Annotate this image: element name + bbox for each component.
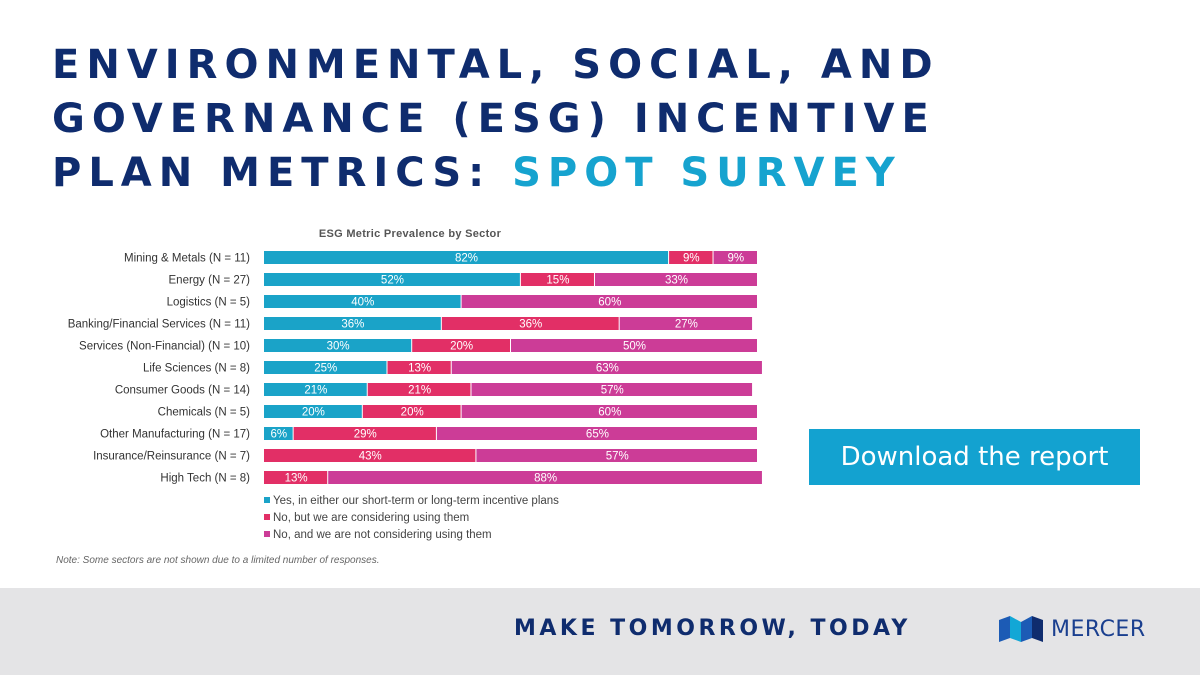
category-label: Chemicals (N = 5) <box>158 407 251 419</box>
headline-accent: SPOT SURVEY <box>512 150 902 196</box>
chart-note: Note: Some sectors are not shown due to … <box>56 555 380 566</box>
bar-segment-1 <box>264 273 520 286</box>
headline-line-3-main: PLAN METRICS: <box>52 150 513 196</box>
data-label: 13% <box>285 473 308 485</box>
footer-tagline: MAKE TOMORROW, TODAY <box>514 616 911 641</box>
bar-segment-2 <box>412 339 510 352</box>
category-label: Logistics (N = 5) <box>167 297 251 309</box>
category-label: Consumer Goods (N = 14) <box>115 385 250 397</box>
legend-swatch <box>264 497 270 503</box>
data-label: 25% <box>314 363 337 375</box>
legend-label: No, and we are not considering using the… <box>273 529 492 541</box>
bar-segment-1 <box>264 383 367 396</box>
bar-segment-3 <box>461 295 757 308</box>
bar-segment-2 <box>293 427 436 440</box>
data-label: 43% <box>359 451 382 463</box>
bar-segment-3 <box>328 471 762 484</box>
bar-segment-1 <box>264 361 387 374</box>
bar-segment-3 <box>713 251 757 264</box>
data-label: 65% <box>586 429 609 441</box>
bar-segment-2 <box>520 273 594 286</box>
data-label: 13% <box>408 363 431 375</box>
esg-prevalence-chart: ESG Metric Prevalence by Sector Mining & … <box>56 228 762 566</box>
bar-segment-2 <box>264 471 328 484</box>
bar-segment-1 <box>264 295 461 308</box>
brand-name: MERCER <box>1051 616 1146 642</box>
bar-segment-2 <box>387 361 451 374</box>
bar-segment-2 <box>264 449 476 462</box>
bar-segment-1 <box>264 317 441 330</box>
category-label: Services (Non-Financial) (N = 10) <box>79 341 250 353</box>
bar-segment-1 <box>264 339 412 352</box>
bar-segment-3 <box>476 449 757 462</box>
headline-line-3: PLAN METRICS: SPOT SURVEY <box>52 146 952 200</box>
data-label: 20% <box>302 407 325 419</box>
data-label: 20% <box>401 407 424 419</box>
data-label: 63% <box>596 363 619 375</box>
data-label: 57% <box>606 451 629 463</box>
download-report-button[interactable]: Download the report <box>809 429 1140 485</box>
bar-segment-1 <box>264 427 293 440</box>
data-label: 9% <box>727 253 744 265</box>
data-label: 60% <box>598 407 621 419</box>
data-label: 40% <box>351 297 374 309</box>
bar-segment-3 <box>461 405 757 418</box>
headline-line-1: ENVIRONMENTAL, SOCIAL, AND <box>52 42 940 88</box>
footer-bar: MAKE TOMORROW, TODAY MERCER <box>0 588 1200 675</box>
legend-label: Yes, in either our short-term or long-te… <box>273 495 559 507</box>
data-label: 9% <box>683 253 700 265</box>
data-label: 50% <box>623 341 646 353</box>
data-label: 36% <box>519 319 542 331</box>
bar-segment-3 <box>451 361 762 374</box>
data-label: 30% <box>327 341 350 353</box>
data-label: 20% <box>450 341 473 353</box>
category-label: Mining & Metals (N = 11) <box>124 253 250 265</box>
data-label: 88% <box>534 473 557 485</box>
data-label: 21% <box>408 385 431 397</box>
bar-segment-3 <box>436 427 757 440</box>
data-label: 82% <box>455 253 478 265</box>
bar-segment-1 <box>264 251 669 264</box>
headline-line-2: GOVERNANCE (ESG) INCENTIVE <box>52 96 936 142</box>
bar-segment-2 <box>367 383 471 396</box>
data-label: 60% <box>598 297 621 309</box>
bar-segment-3 <box>471 383 753 396</box>
data-label: 52% <box>381 275 404 287</box>
data-label: 6% <box>271 429 288 441</box>
data-label: 21% <box>304 385 327 397</box>
data-label: 27% <box>675 319 698 331</box>
mercer-logo-icon <box>999 616 1043 642</box>
legend-label: No, but we are considering using them <box>273 512 469 524</box>
bar-segment-3 <box>594 273 757 286</box>
bar-segment-1 <box>264 405 362 418</box>
bar-segment-2 <box>441 317 619 330</box>
bar-segment-2 <box>669 251 713 264</box>
data-label: 33% <box>665 275 688 287</box>
brand-logo[interactable]: MERCER <box>999 616 1146 642</box>
data-label: 29% <box>354 429 377 441</box>
chart-title: ESG Metric Prevalence by Sector <box>319 228 502 240</box>
category-label: Other Manufacturing (N = 17) <box>100 429 250 441</box>
category-label: Energy (N = 27) <box>169 275 251 287</box>
legend-swatch <box>264 531 270 537</box>
data-label: 36% <box>341 319 364 331</box>
category-label: Insurance/Reinsurance (N = 7) <box>93 451 250 463</box>
bar-segment-3 <box>619 317 753 330</box>
data-label: 57% <box>601 385 624 397</box>
category-label: Banking/Financial Services (N = 11) <box>68 319 250 331</box>
page-headline: ENVIRONMENTAL, SOCIAL, AND GOVERNANCE (E… <box>52 38 952 200</box>
category-label: High Tech (N = 8) <box>160 473 250 485</box>
bar-segment-3 <box>511 339 757 352</box>
legend-swatch <box>264 514 270 520</box>
data-label: 15% <box>546 275 569 287</box>
bar-segment-2 <box>362 405 461 418</box>
category-label: Life Sciences (N = 8) <box>143 363 250 375</box>
